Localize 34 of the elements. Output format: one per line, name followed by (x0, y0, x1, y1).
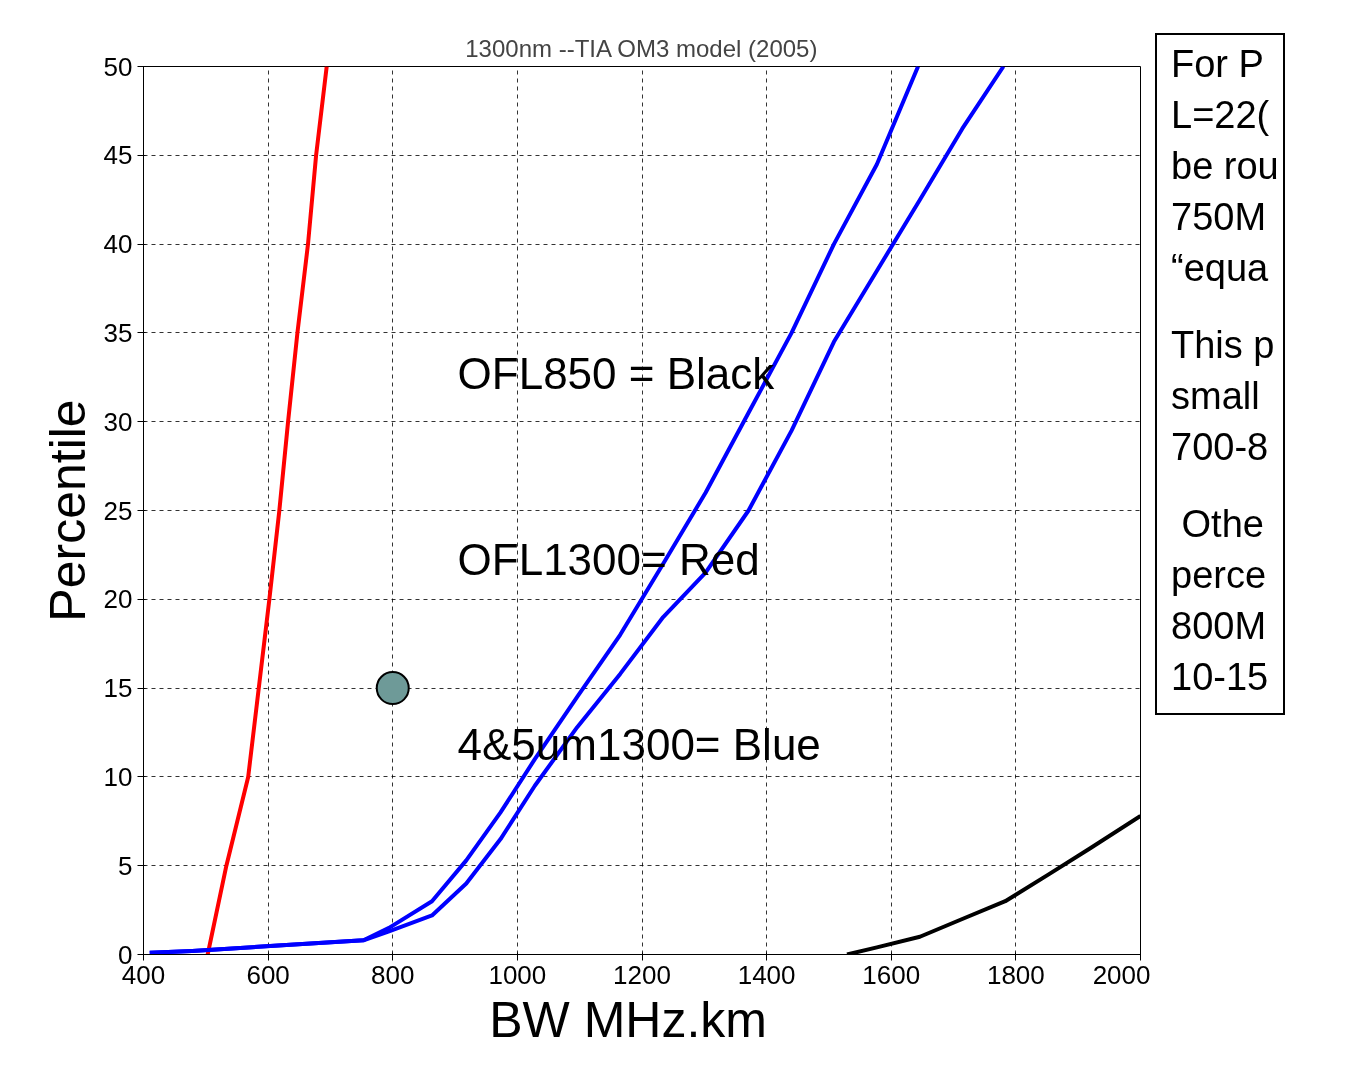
x-tick-label: 1400 (737, 959, 796, 990)
chart-title: 1300nm --TIA OM3 model (2005) (465, 34, 818, 62)
x-tick-label: 800 (371, 959, 415, 990)
text: Othe (1180, 502, 1265, 547)
text: 750M (1171, 195, 1268, 240)
y-tick-label: 25 (103, 495, 133, 526)
text: small (1171, 374, 1261, 419)
x-tick-label: 1800 (986, 959, 1045, 990)
x-tick-label: 1600 (862, 959, 921, 990)
x-tick-label: 1000 (488, 959, 547, 990)
line-series (205, 66, 329, 955)
x-tick-label: 600 (246, 959, 290, 990)
y-tick-label: 30 (103, 406, 133, 437)
text: perce (1171, 553, 1268, 598)
y-tick-label: 5 (118, 850, 133, 881)
y-tick-label: 15 (103, 673, 133, 704)
x-tick-label: 2000 (1092, 959, 1151, 990)
text: 700-8 (1171, 425, 1270, 470)
y-tick-label: 10 (103, 761, 133, 792)
y-tick-label: 35 (103, 317, 133, 348)
text: be rou (1171, 144, 1279, 189)
y-tick-label: 40 (103, 229, 133, 260)
text: 10-15 (1171, 655, 1270, 700)
y-tick-label: 20 (103, 584, 133, 615)
text: “equa (1171, 246, 1270, 291)
y-axis-title: Percentile (39, 399, 96, 622)
x-axis-title: BW MHz.km (489, 991, 767, 1048)
text: L=22( (1171, 93, 1271, 138)
text: 800M (1171, 604, 1268, 649)
x-tick-label: 1200 (613, 959, 671, 990)
y-tick-label: 50 (103, 51, 133, 82)
y-tick-label: 45 (103, 140, 133, 171)
text: For P (1171, 42, 1265, 87)
text: This p (1171, 323, 1275, 368)
